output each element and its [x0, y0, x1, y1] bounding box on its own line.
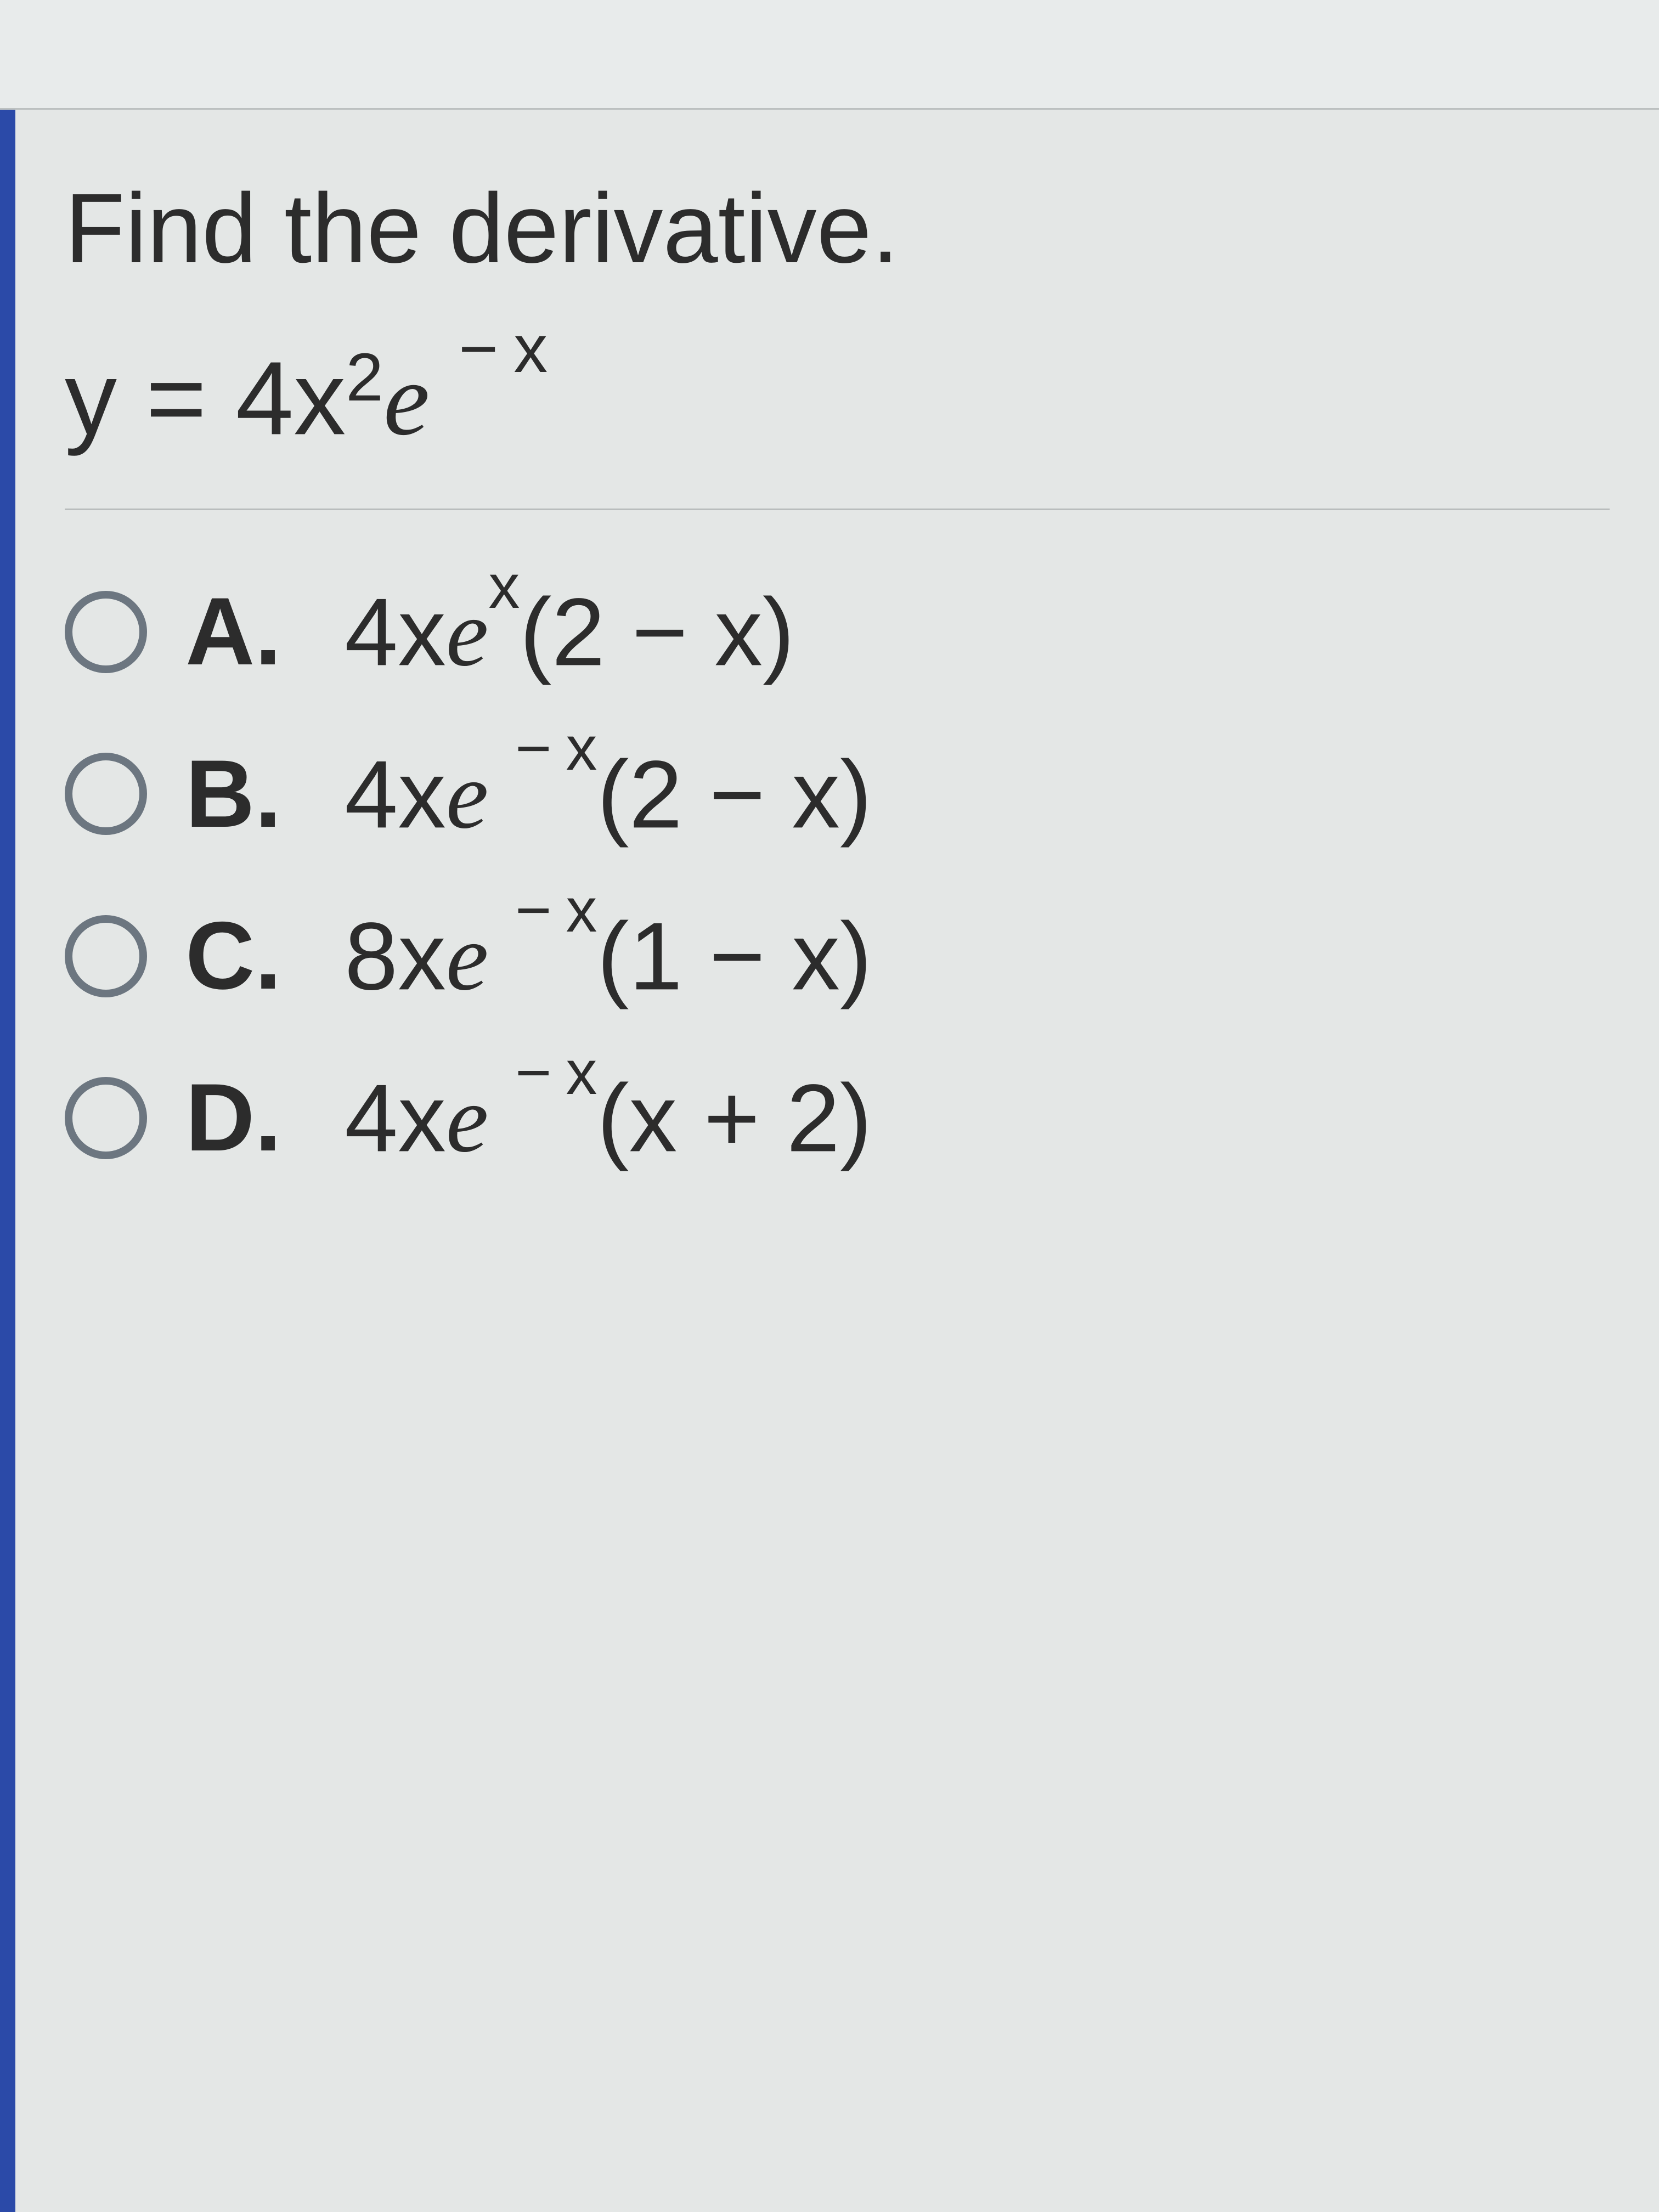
radio-b[interactable]: [65, 753, 147, 835]
content-panel: Find the derivative. y = 4x2e − x A. 4xe…: [0, 110, 1659, 2212]
opt-a-coef: 4x: [345, 579, 446, 686]
eq-coef: 4: [236, 340, 294, 456]
option-c: C. 8xe − x(1 − x): [65, 900, 1610, 1012]
option-d: D. 4xe − x(x + 2): [65, 1062, 1610, 1174]
opt-a-sup-var: x: [489, 552, 520, 622]
opt-a-e: e: [446, 580, 489, 686]
question-equation: y = 4x2e − x: [65, 337, 1610, 510]
option-b: B. 4xe − x(2 − x): [65, 738, 1610, 850]
option-letter-a: A.: [185, 577, 306, 687]
opt-d-sup-var: x: [566, 1038, 597, 1108]
opt-b-e: e: [446, 742, 489, 848]
option-letter-c: C.: [185, 901, 306, 1011]
opt-b-sup-neg: −: [515, 714, 549, 783]
opt-a-paren: (2 − x): [520, 579, 794, 686]
opt-c-paren: (1 − x): [597, 903, 872, 1010]
option-text-b: 4xe − x(2 − x): [345, 738, 872, 850]
option-letter-d: D.: [185, 1063, 306, 1173]
eq-var: x: [294, 340, 346, 456]
eq-eq: =: [146, 340, 207, 456]
option-text-a: 4xex(2 − x): [345, 575, 794, 688]
opt-c-sup: − x: [515, 876, 597, 945]
quiz-container: Find the derivative. y = 4x2e − x A. 4xe…: [0, 0, 1659, 2212]
radio-c[interactable]: [65, 915, 147, 997]
opt-b-paren: (2 − x): [597, 741, 872, 848]
eq-exp1: 2: [346, 340, 383, 415]
opt-b-sup-var: x: [566, 714, 597, 783]
opt-a-sup: x: [489, 552, 520, 622]
option-text-c: 8xe − x(1 − x): [345, 900, 872, 1012]
top-bar: [0, 0, 1659, 110]
radio-a[interactable]: [65, 591, 147, 673]
eq-e: e: [383, 342, 430, 457]
opt-d-paren: (x + 2): [597, 1065, 872, 1172]
question-prompt: Find the derivative.: [65, 165, 1610, 293]
eq-y: y: [65, 340, 117, 456]
opt-b-coef: 4x: [345, 741, 446, 848]
opt-c-sup-neg: −: [515, 876, 549, 945]
opt-d-e: e: [446, 1066, 489, 1172]
opt-c-sup-var: x: [566, 876, 597, 945]
options-list: A. 4xex(2 − x) B. 4xe − x(2 − x) C. 8xe …: [65, 575, 1610, 1174]
option-letter-b: B.: [185, 739, 306, 849]
opt-c-e: e: [446, 904, 489, 1010]
opt-c-coef: 8x: [345, 903, 446, 1010]
option-a: A. 4xex(2 − x): [65, 575, 1610, 688]
opt-b-sup: − x: [515, 714, 597, 783]
opt-d-sup: − x: [515, 1038, 597, 1108]
opt-d-sup-neg: −: [515, 1038, 549, 1108]
radio-d[interactable]: [65, 1077, 147, 1159]
eq-exp2-neg: −: [459, 311, 495, 387]
opt-d-coef: 4x: [345, 1065, 446, 1172]
option-text-d: 4xe − x(x + 2): [345, 1062, 872, 1174]
eq-exp2-var: x: [514, 311, 548, 387]
